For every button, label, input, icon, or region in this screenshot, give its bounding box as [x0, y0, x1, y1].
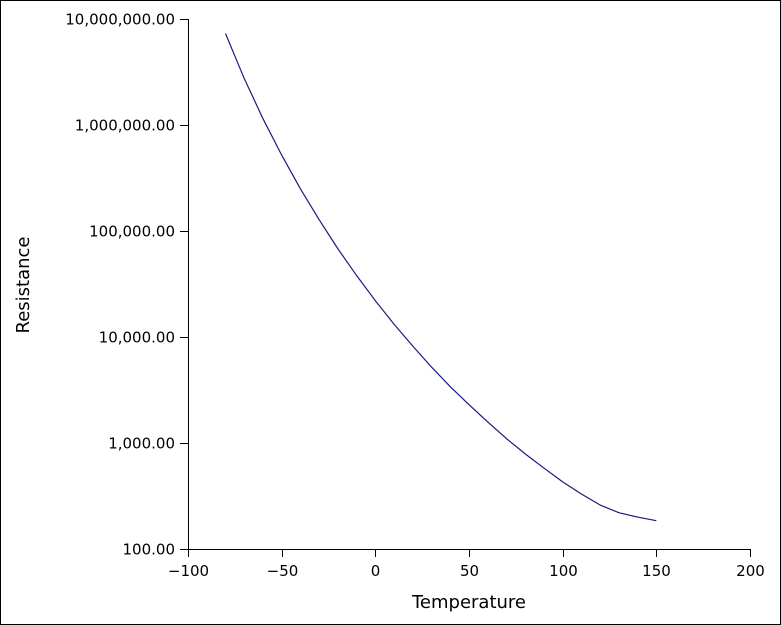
- y-tick-label: 1,000,000.00: [75, 117, 175, 135]
- y-tick-label: 1,000.00: [108, 435, 175, 453]
- plot-area: [224, 33, 657, 522]
- x-tick-label: 200: [736, 562, 765, 580]
- x-tick-label: −100: [168, 562, 209, 580]
- x-axis-title: Temperature: [411, 592, 526, 613]
- x-axis: −100 −50 0 50 100 150 200: [168, 549, 765, 580]
- x-tick-label: 100: [549, 562, 578, 580]
- x-tick-label: 0: [371, 562, 381, 580]
- x-tick-label: −50: [267, 562, 299, 580]
- x-tick-label: 50: [460, 562, 479, 580]
- y-tick-label: 100.00: [123, 541, 176, 559]
- y-axis: 100.00 1,000.00 10,000.00 100,000.00 1,000,0…: [65, 11, 189, 559]
- y-tick-label: 100,000.00: [89, 223, 175, 241]
- y-tick-label: 10,000,000.00: [65, 11, 175, 29]
- y-tick-label: 10,000.00: [99, 329, 175, 347]
- x-tick-label: 150: [642, 562, 671, 580]
- y-axis-title: Resistance: [13, 237, 34, 334]
- series-line: [224, 33, 657, 522]
